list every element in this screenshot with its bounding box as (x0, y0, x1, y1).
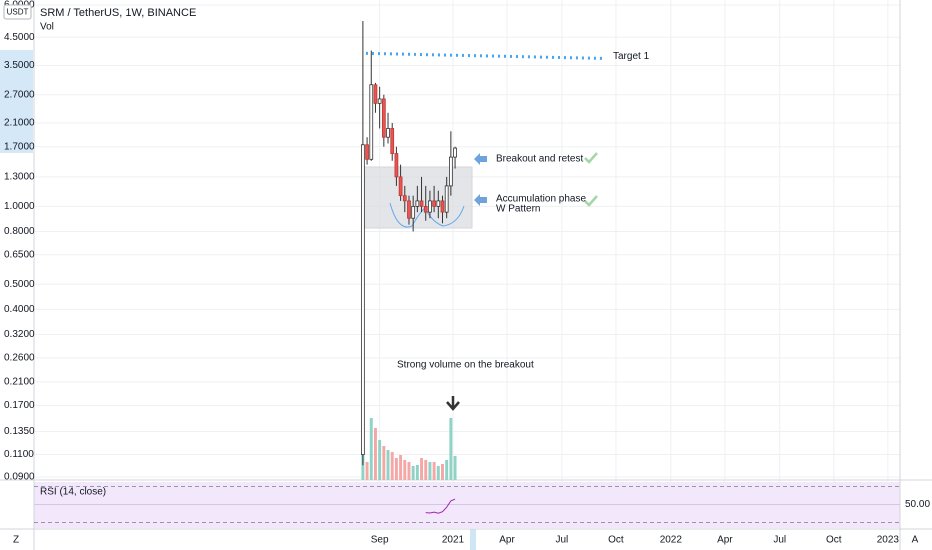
candle-body (432, 200, 436, 207)
x-tick-label: 2021 (442, 535, 465, 546)
volume-bar (399, 455, 403, 480)
volume-bar (369, 418, 373, 480)
y-tick-label: 2.1000 (4, 118, 35, 129)
volume-bar (436, 466, 440, 480)
candle-body (453, 147, 457, 158)
volume-bar (453, 456, 457, 480)
volume-bar (432, 462, 436, 480)
candle-body (373, 84, 378, 104)
x-tick-label: Jul (773, 535, 786, 546)
volume-bar (411, 466, 415, 480)
volume-bar (373, 428, 377, 480)
candle-body (398, 176, 403, 197)
rsi-tick-label: 50.00 (905, 499, 930, 510)
arrow-down (446, 396, 460, 411)
volume-bar (382, 446, 386, 480)
volume-bar (415, 465, 419, 480)
volume-bar (365, 462, 369, 480)
y-tick-label: 1.3000 (4, 172, 35, 183)
y-tick-label: 0.0900 (4, 472, 35, 483)
candle-body (365, 144, 369, 160)
x-tick-label: Apr (499, 535, 515, 546)
rsi-label: RSI (14, close) (40, 487, 106, 498)
x-tick-label: Sep (371, 535, 389, 546)
currency-box (3, 4, 32, 20)
volume-bar (378, 440, 382, 480)
arrow-left (474, 194, 487, 206)
x-tick-label: Jul (555, 535, 568, 546)
volume-bar (394, 458, 398, 480)
y-tick-label: 0.2100 (4, 376, 35, 387)
volume-bar (361, 455, 365, 480)
candle-body (444, 185, 449, 213)
x-tick-label: 2023 (877, 535, 900, 546)
candle-body (361, 144, 365, 455)
candle-body (419, 200, 424, 207)
annotation: Accumulation phase (496, 194, 586, 205)
candle-body (394, 153, 399, 178)
volume-bar (407, 462, 411, 480)
x-tick-label: 2022 (660, 535, 683, 546)
auto-button[interactable]: A (912, 535, 919, 546)
axis-highlight (0, 50, 33, 153)
y-tick-label: 0.2600 (4, 352, 35, 363)
y-tick-label: 1.0000 (4, 201, 35, 212)
candle-body (415, 200, 420, 207)
volume-bar (390, 452, 394, 480)
rsi-line (425, 498, 456, 514)
y-tick-label: 0.4000 (4, 304, 35, 315)
candle-body (428, 200, 432, 213)
candle-body (386, 128, 390, 138)
check-mark (584, 195, 598, 207)
volume-label: Vol (40, 22, 54, 33)
candle-body (411, 205, 416, 219)
candle-body (377, 98, 382, 104)
y-tick-label: 0.3200 (4, 329, 35, 340)
volume-bar (441, 464, 444, 480)
candle-body (381, 98, 386, 138)
volume-bar (420, 458, 424, 480)
y-tick-label: 2.7000 (4, 89, 35, 100)
candle-body (436, 200, 441, 207)
y-tick-label: 0.1700 (4, 400, 35, 411)
candle-body (390, 128, 395, 154)
target-label: Target 1 (613, 51, 650, 62)
time-highlight (470, 529, 476, 550)
y-tick-label: 3.5000 (4, 60, 35, 71)
volume-bar (403, 460, 407, 480)
y-tick-label: 1.7000 (4, 141, 35, 152)
volume-bar (428, 462, 432, 480)
currency: USDT (7, 8, 29, 17)
candle-body (369, 84, 374, 160)
candle-body (402, 195, 407, 202)
annotation: Breakout and retest (496, 154, 583, 165)
check-mark (584, 152, 598, 164)
candle-body (407, 200, 411, 219)
volume-bar (445, 460, 449, 480)
candle-body (423, 205, 428, 213)
annotation: Strong volume on the breakout (397, 360, 534, 371)
y-tick-label: 0.1350 (4, 426, 35, 437)
x-tick-label: Oct (608, 535, 624, 546)
annotation: W Pattern (496, 204, 540, 215)
y-tick-label: 0.6500 (4, 249, 35, 260)
zoom-button[interactable]: Z (13, 535, 19, 546)
candle-body (449, 156, 453, 187)
y-tick-label: 0.8000 (4, 226, 35, 237)
x-tick-label: Oct (826, 535, 842, 546)
arrow-left (474, 153, 487, 165)
volume-bar (386, 450, 390, 480)
volume-bar (449, 418, 453, 480)
x-tick-label: Apr (717, 535, 733, 546)
candle-body (440, 200, 445, 213)
y-tick-label: 4.5000 (4, 32, 35, 43)
volume-bar (424, 460, 428, 480)
y-tick-label: 0.1100 (4, 449, 34, 460)
chart-title: SRM / TetherUS, 1W, BINANCE (40, 7, 196, 19)
y-tick-label: 0.5000 (4, 279, 35, 290)
